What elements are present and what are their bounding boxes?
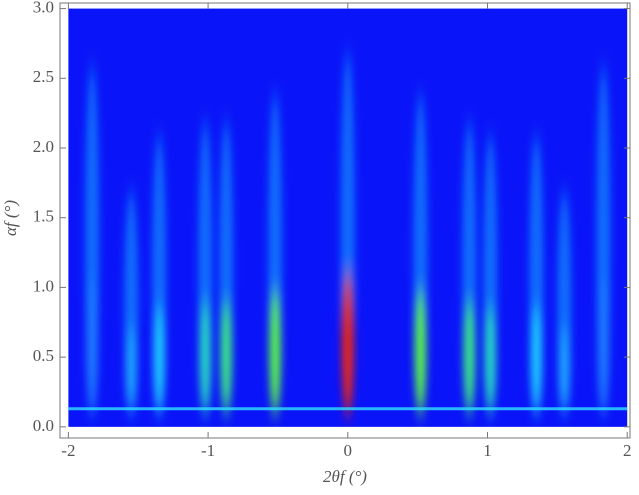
rod (198, 120, 213, 415)
rod-core (484, 304, 497, 415)
rod-core (199, 299, 212, 415)
x-axis-label: 2θf (°) (323, 467, 367, 486)
rod-core (153, 304, 166, 415)
rod-core (125, 325, 138, 414)
y-tick-label: 0.0 (33, 416, 54, 435)
y-tick-label: 3.0 (33, 0, 54, 16)
x-tick-label: 0 (344, 441, 353, 460)
x-tick-label: 2 (623, 441, 632, 460)
rod (219, 120, 234, 415)
rod (557, 189, 572, 414)
rod-core (463, 299, 476, 415)
x-tick-label: -1 (201, 441, 215, 460)
rod-core (220, 299, 233, 415)
y-tick-label: 1.5 (33, 207, 54, 226)
rod-core (341, 272, 354, 416)
x-tick-label: 1 (483, 441, 492, 460)
rod (413, 92, 428, 416)
rod-core (597, 277, 610, 416)
x-tick-label: -2 (61, 441, 75, 460)
frame (59, 2, 631, 439)
rod (268, 92, 283, 416)
rod-core (269, 288, 282, 416)
y-tick-label: 0.5 (33, 346, 54, 365)
rod-core (414, 288, 427, 416)
rod-core (530, 304, 543, 415)
y-axis-label: αf (°) (1, 200, 20, 236)
y-tick-label: 1.0 (33, 276, 54, 295)
rod (596, 64, 611, 416)
rods (85, 50, 611, 416)
y-tick-label: 2.5 (33, 67, 54, 86)
rod (340, 50, 355, 416)
rod (483, 134, 498, 415)
rod (124, 189, 139, 414)
rod (462, 120, 477, 415)
rod-core (558, 325, 571, 414)
rod (85, 64, 100, 416)
rod (529, 134, 544, 415)
y-tick-label: 2.0 (33, 137, 54, 156)
rod (152, 134, 167, 415)
rod-core (86, 277, 99, 416)
